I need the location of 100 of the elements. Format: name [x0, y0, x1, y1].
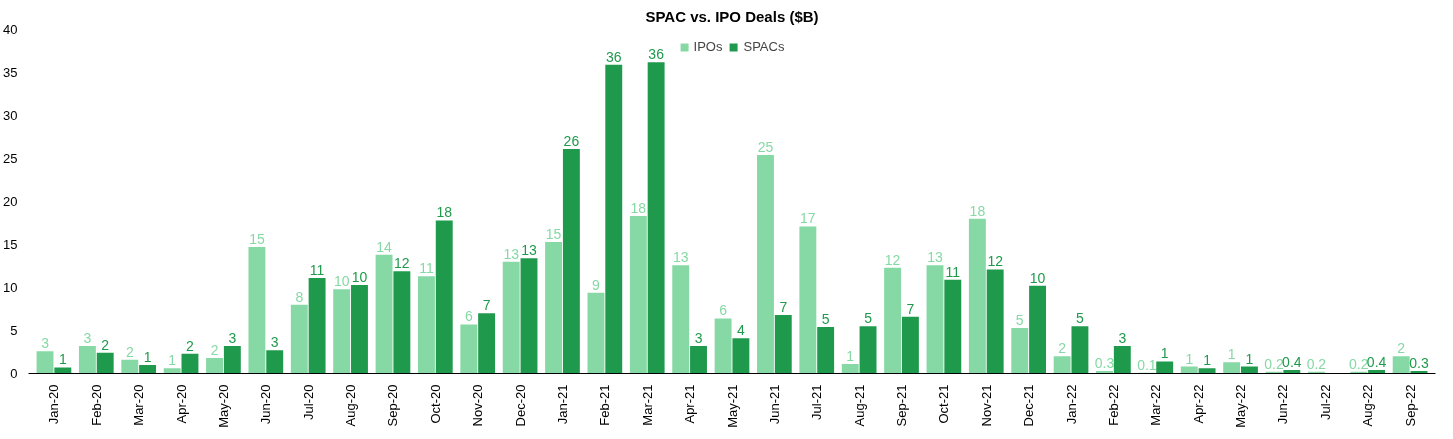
data-label: 1: [1203, 352, 1212, 369]
x-tick-label: Jan-22: [1063, 384, 1079, 425]
data-label: 36: [605, 48, 622, 65]
data-label: 1: [1160, 345, 1169, 362]
data-label: 5: [821, 311, 830, 328]
data-label: 0.2: [1306, 355, 1327, 372]
data-label: 1: [846, 348, 855, 365]
x-tick-label: Jun-21: [766, 384, 782, 425]
data-label: 0.2: [1264, 355, 1284, 372]
data-label: 2: [186, 337, 195, 354]
y-tick-label: 25: [3, 151, 18, 166]
x-tick-label: Jun-20: [258, 384, 274, 425]
x-tick-label: May-22: [1233, 384, 1249, 428]
x-tick-label: Jul-22: [1317, 384, 1333, 420]
data-label: 1: [58, 351, 67, 368]
data-label: 3: [41, 335, 50, 352]
x-tick-label: Nov-21: [978, 384, 994, 427]
data-label: 36: [648, 46, 665, 63]
y-tick-label: 35: [3, 65, 18, 80]
data-label: 3: [1118, 329, 1127, 346]
data-label: 1: [1185, 350, 1194, 367]
data-label: 0.1: [1137, 356, 1157, 373]
data-label: 7: [482, 297, 491, 314]
data-label: 11: [945, 263, 961, 280]
data-label: 0.3: [1409, 354, 1429, 371]
data-label: 7: [906, 300, 915, 317]
data-label: 18: [630, 200, 647, 217]
data-label: 13: [672, 249, 689, 266]
x-tick-label: Jan-20: [46, 384, 62, 425]
x-tick-label: May-21: [724, 384, 740, 428]
x-tick-label: Oct-20: [427, 384, 443, 424]
x-tick-label: Aug-20: [343, 384, 359, 427]
data-label: 14: [376, 238, 393, 255]
data-label: 15: [249, 231, 265, 248]
legend-label: IPOs: [693, 39, 723, 54]
data-label: 5: [1015, 311, 1024, 328]
data-label: 3: [228, 329, 237, 346]
x-tick-label: Aug-21: [851, 384, 867, 427]
x-tick-label: Oct-21: [936, 384, 952, 424]
x-tick-label: Jan-21: [554, 384, 570, 425]
data-label: 15: [545, 225, 562, 242]
x-tick-label: Apr-22: [1190, 384, 1206, 424]
data-label: 6: [719, 302, 728, 319]
data-label: 1: [168, 352, 177, 369]
legend-label: SPACs: [743, 39, 785, 54]
data-label: 25: [757, 139, 774, 156]
y-tick-label: 40: [3, 22, 18, 37]
x-tick-label: Apr-20: [173, 384, 189, 424]
data-label: 12: [394, 255, 410, 272]
x-tick-label: Sep-22: [1402, 384, 1418, 427]
y-tick-label: 20: [3, 194, 18, 209]
x-tick-label: Jul-21: [809, 384, 825, 420]
x-tick-label: Nov-20: [470, 384, 486, 427]
y-tick-label: 10: [3, 280, 18, 295]
chart-title: SPAC vs. IPO Deals ($B): [645, 7, 819, 25]
data-label: 1: [143, 348, 152, 365]
data-label: 0.4: [1282, 354, 1302, 371]
x-tick-label: Feb-21: [597, 384, 613, 426]
data-label: 2: [210, 342, 219, 359]
x-tick-label: Mar-22: [1148, 384, 1164, 426]
data-label: 1: [1227, 346, 1236, 363]
data-label: 12: [987, 253, 1004, 270]
data-label: 5: [1076, 310, 1085, 327]
data-label: 26: [563, 133, 580, 150]
y-tick-label: 5: [10, 323, 18, 338]
data-label: 8: [295, 288, 304, 305]
data-label: 4: [737, 322, 746, 339]
x-tick-label: Mar-21: [639, 384, 655, 426]
x-tick-label: May-20: [215, 384, 231, 428]
data-label: 13: [521, 242, 537, 259]
data-label: 0.3: [1094, 354, 1115, 371]
data-label: 10: [333, 273, 350, 290]
data-label: 17: [800, 210, 816, 227]
data-label: 3: [83, 329, 92, 346]
x-tick-label: Sep-20: [385, 384, 401, 427]
data-label: 3: [694, 329, 703, 346]
x-tick-label: Aug-22: [1360, 384, 1376, 427]
data-label: 2: [1058, 340, 1067, 357]
y-tick-label: 0: [10, 366, 18, 381]
data-label: 18: [969, 202, 986, 219]
data-label: 18: [436, 204, 453, 221]
y-tick-label: 15: [3, 237, 18, 252]
data-label: 2: [1397, 340, 1406, 357]
data-label: 6: [464, 308, 473, 325]
data-label: 7: [779, 299, 788, 316]
data-label: 3: [270, 334, 279, 351]
x-tick-label: Mar-20: [131, 384, 147, 426]
x-tick-label: Apr-21: [682, 384, 698, 424]
x-tick-label: Sep-21: [894, 384, 910, 427]
data-label: 11: [309, 262, 325, 279]
x-tick-label: Feb-22: [1105, 384, 1121, 426]
x-tick-label: Dec-21: [1021, 384, 1037, 427]
data-label: 1: [1245, 350, 1254, 367]
data-label: 12: [884, 251, 901, 268]
x-tick-label: Jul-20: [300, 384, 316, 420]
data-label: 5: [864, 310, 873, 327]
y-tick-label: 30: [3, 108, 18, 123]
data-label: 2: [101, 336, 110, 353]
data-label: 10: [351, 268, 368, 285]
data-label: 0.2: [1349, 355, 1369, 372]
